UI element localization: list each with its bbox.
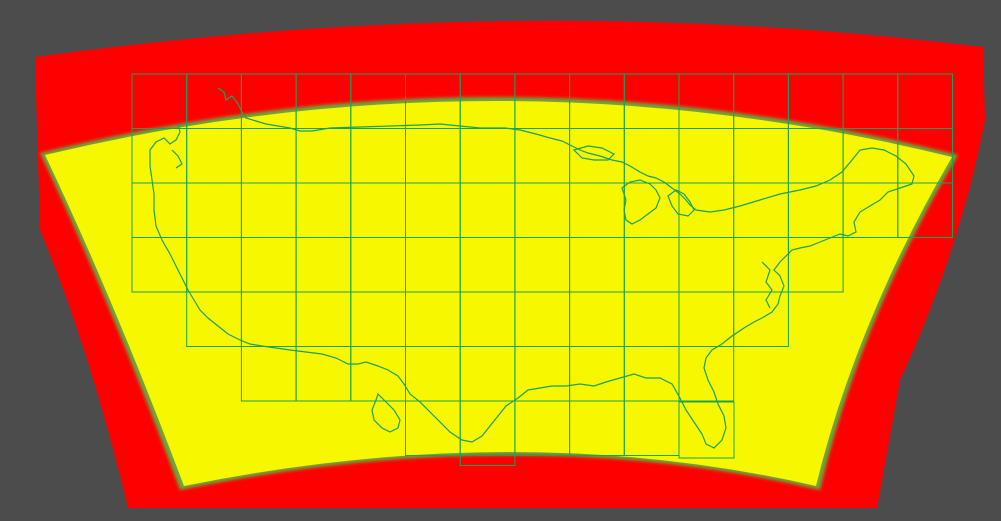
tile-cell — [897, 182, 953, 238]
great-lakes-outline-2 — [667, 189, 695, 217]
coastline-outline — [149, 87, 915, 449]
florida-tile — [678, 401, 735, 459]
great-lakes-outline — [621, 179, 661, 225]
northwest-inlet — [171, 149, 183, 169]
tile-cell — [678, 346, 735, 402]
tile-grid — [131, 73, 953, 466]
tile-cell — [787, 237, 844, 293]
great-lakes-outline-3 — [572, 145, 616, 161]
tile-cell — [733, 291, 789, 347]
eastern-inlets — [761, 261, 773, 309]
inland-border-loop — [371, 392, 401, 433]
tile-cell — [459, 455, 516, 466]
country-border-outline — [149, 87, 915, 449]
coverage-region — [45, 100, 952, 486]
